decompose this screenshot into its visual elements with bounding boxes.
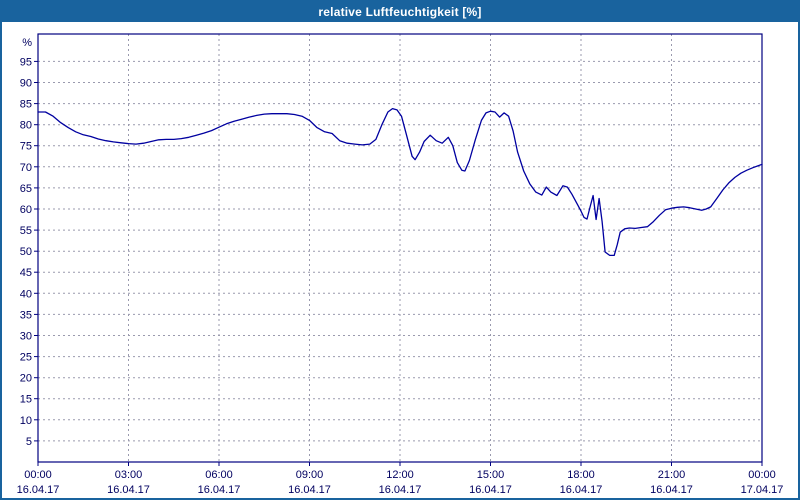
y-tick-label: 5	[26, 436, 32, 448]
humidity-series-line	[37, 107, 763, 257]
x-tick-time-label: 06:00	[205, 469, 233, 481]
title-bar: relative Luftfeuchtigkeit [%]	[2, 2, 798, 22]
chart-title: relative Luftfeuchtigkeit [%]	[318, 5, 482, 19]
plot-border	[37, 33, 763, 463]
y-tick-label: 95	[20, 56, 32, 68]
x-tick-time-label: 03:00	[115, 469, 143, 481]
x-tick-time-label: 12:00	[386, 469, 414, 481]
y-axis-unit-label: %	[22, 37, 32, 49]
x-tick-date-label: 16.04.17	[560, 484, 603, 496]
x-tick-date-label: 16.04.17	[379, 484, 422, 496]
plot-area: 5 10 15 20 25 30 35 40 45 50 55 60 65 70 75 80 85 90 95% 00…	[2, 22, 798, 498]
y-tick-label: 25	[20, 352, 32, 364]
y-tick-label: 35	[20, 309, 32, 321]
y-tick-label: 55	[20, 225, 32, 237]
x-tick-time-label: 00:00	[24, 469, 52, 481]
x-tick-date-label: 16.04.17	[288, 484, 331, 496]
humidity-line-chart: 5 10 15 20 25 30 35 40 45 50 55 60 65 70 75 80 85 90 95% 00…	[17, 33, 784, 496]
y-tick-label: 50	[20, 246, 32, 258]
y-tick-label: 70	[20, 162, 32, 174]
y-tick-label: 65	[20, 183, 32, 195]
x-tick-time-label: 09:00	[296, 469, 324, 481]
x-tick-date-label: 16.04.17	[650, 484, 693, 496]
x-tick-date-label: 16.04.17	[107, 484, 150, 496]
y-tick-label: 75	[20, 141, 32, 153]
x-tick-time-label: 21:00	[658, 469, 686, 481]
y-tick-label: 45	[20, 267, 32, 279]
y-tick-label: 20	[20, 373, 32, 385]
y-tick-label: 60	[20, 204, 32, 216]
x-tick-time-label: 15:00	[477, 469, 505, 481]
y-tick-label: 85	[20, 99, 32, 111]
y-tick-label: 10	[20, 415, 32, 427]
x-tick-date-label: 16.04.17	[469, 484, 512, 496]
y-tick-label: 90	[20, 78, 32, 90]
x-tick-date-label: 17.04.17	[741, 484, 784, 496]
y-tick-label: 40	[20, 288, 32, 300]
y-tick-label: 80	[20, 120, 32, 132]
x-tick-time-label: 00:00	[748, 469, 776, 481]
x-tick-date-label: 16.04.17	[17, 484, 60, 496]
y-tick-label: 15	[20, 394, 32, 406]
x-tick-date-label: 16.04.17	[198, 484, 241, 496]
y-tick-label: 30	[20, 331, 32, 343]
x-tick-time-label: 18:00	[567, 469, 595, 481]
